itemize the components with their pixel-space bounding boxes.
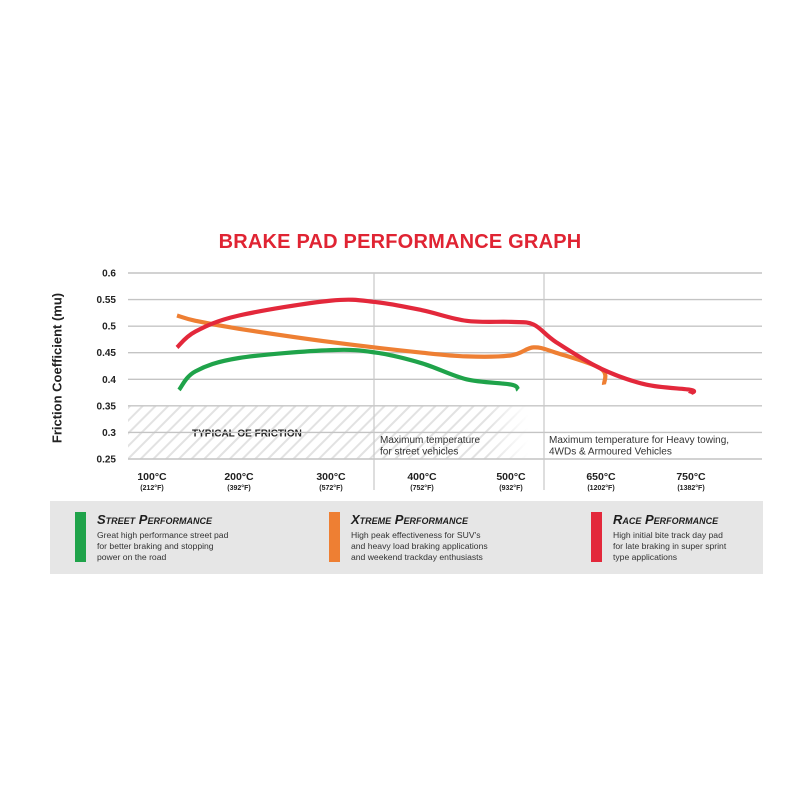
zone-annotation: Maximum temperature for street vehicles <box>380 435 480 458</box>
y-tick-label: 0.35 <box>97 401 117 412</box>
legend-desc-line: Great high performance street pad <box>97 530 229 540</box>
y-tick-label: 0.4 <box>102 375 116 386</box>
series-xtreme-line <box>176 313 608 385</box>
legend-desc-line: High peak effectiveness for SUV's <box>351 530 481 540</box>
legend-desc-line: and heavy load braking applications <box>351 541 488 551</box>
legend-name-xtreme: Xtreme Performance <box>351 512 468 527</box>
y-tick-label: 0.25 <box>97 455 117 466</box>
x-tick-sublabel: (932°F) <box>499 484 522 492</box>
x-tick-sublabel: (1202°F) <box>587 484 614 492</box>
x-tick-label: 200°C <box>224 471 254 483</box>
legend-desc-line: and weekend trackday enthusiasts <box>351 552 483 562</box>
y-tick-label: 0.5 <box>102 322 116 333</box>
legend-desc-line: power on the road <box>97 552 167 562</box>
oe-friction-label: TYPICAL OE FRICTION <box>192 428 302 439</box>
x-tick-sublabel: (392°F) <box>227 484 250 492</box>
legend-name-street: Street Performance <box>97 512 212 527</box>
zone-annotation: Maximum temperature for Heavy towing, 4WD… <box>549 435 729 458</box>
x-tick-sublabel: (572°F) <box>319 484 342 492</box>
chart-plot: TYPICAL OE FRICTION 0.6 0.55 0.5 0.45 0.4 0.3… <box>97 269 762 492</box>
legend-desc-street: Great high performance street pad for be… <box>97 530 307 563</box>
series-race-line <box>175 297 697 396</box>
legend-swatch-race <box>591 512 602 562</box>
x-tick-label: 750°C <box>676 471 706 483</box>
y-tick-label: 0.45 <box>97 348 117 359</box>
legend-desc-line: type applications <box>613 552 678 562</box>
legend-name-race: Race Performance <box>613 512 719 527</box>
x-tick-label: 100°C <box>137 471 167 483</box>
legend-swatch-street <box>75 512 86 562</box>
x-tick-sublabel: (752°F) <box>410 484 433 492</box>
legend-desc-xtreme: High peak effectiveness for SUV's and he… <box>351 530 561 563</box>
x-tick-sublabel: (212°F) <box>140 484 163 492</box>
legend-swatch-xtreme <box>329 512 340 562</box>
series-street-line <box>177 347 520 392</box>
x-tick-label: 300°C <box>316 471 346 483</box>
y-tick-label: 0.55 <box>97 295 117 306</box>
x-tick-label: 500°C <box>496 471 526 483</box>
x-tick-label: 400°C <box>407 471 437 483</box>
legend-desc-line: for late braking in super sprint <box>613 541 727 551</box>
y-tick-label: 0.6 <box>102 269 116 280</box>
x-tick-label: 650°C <box>586 471 616 483</box>
chart-title: BRAKE PAD PERFORMANCE GRAPH <box>218 231 582 253</box>
legend: Street Performance Great high performanc… <box>50 501 763 574</box>
legend-desc-race: High initial bite track day pad for late… <box>613 530 800 563</box>
x-tick-sublabel: (1382°F) <box>677 484 704 492</box>
legend-desc-line: for better braking and stopping <box>97 541 214 551</box>
y-tick-label: 0.3 <box>102 428 116 439</box>
legend-desc-line: High initial bite track day pad <box>613 530 723 540</box>
